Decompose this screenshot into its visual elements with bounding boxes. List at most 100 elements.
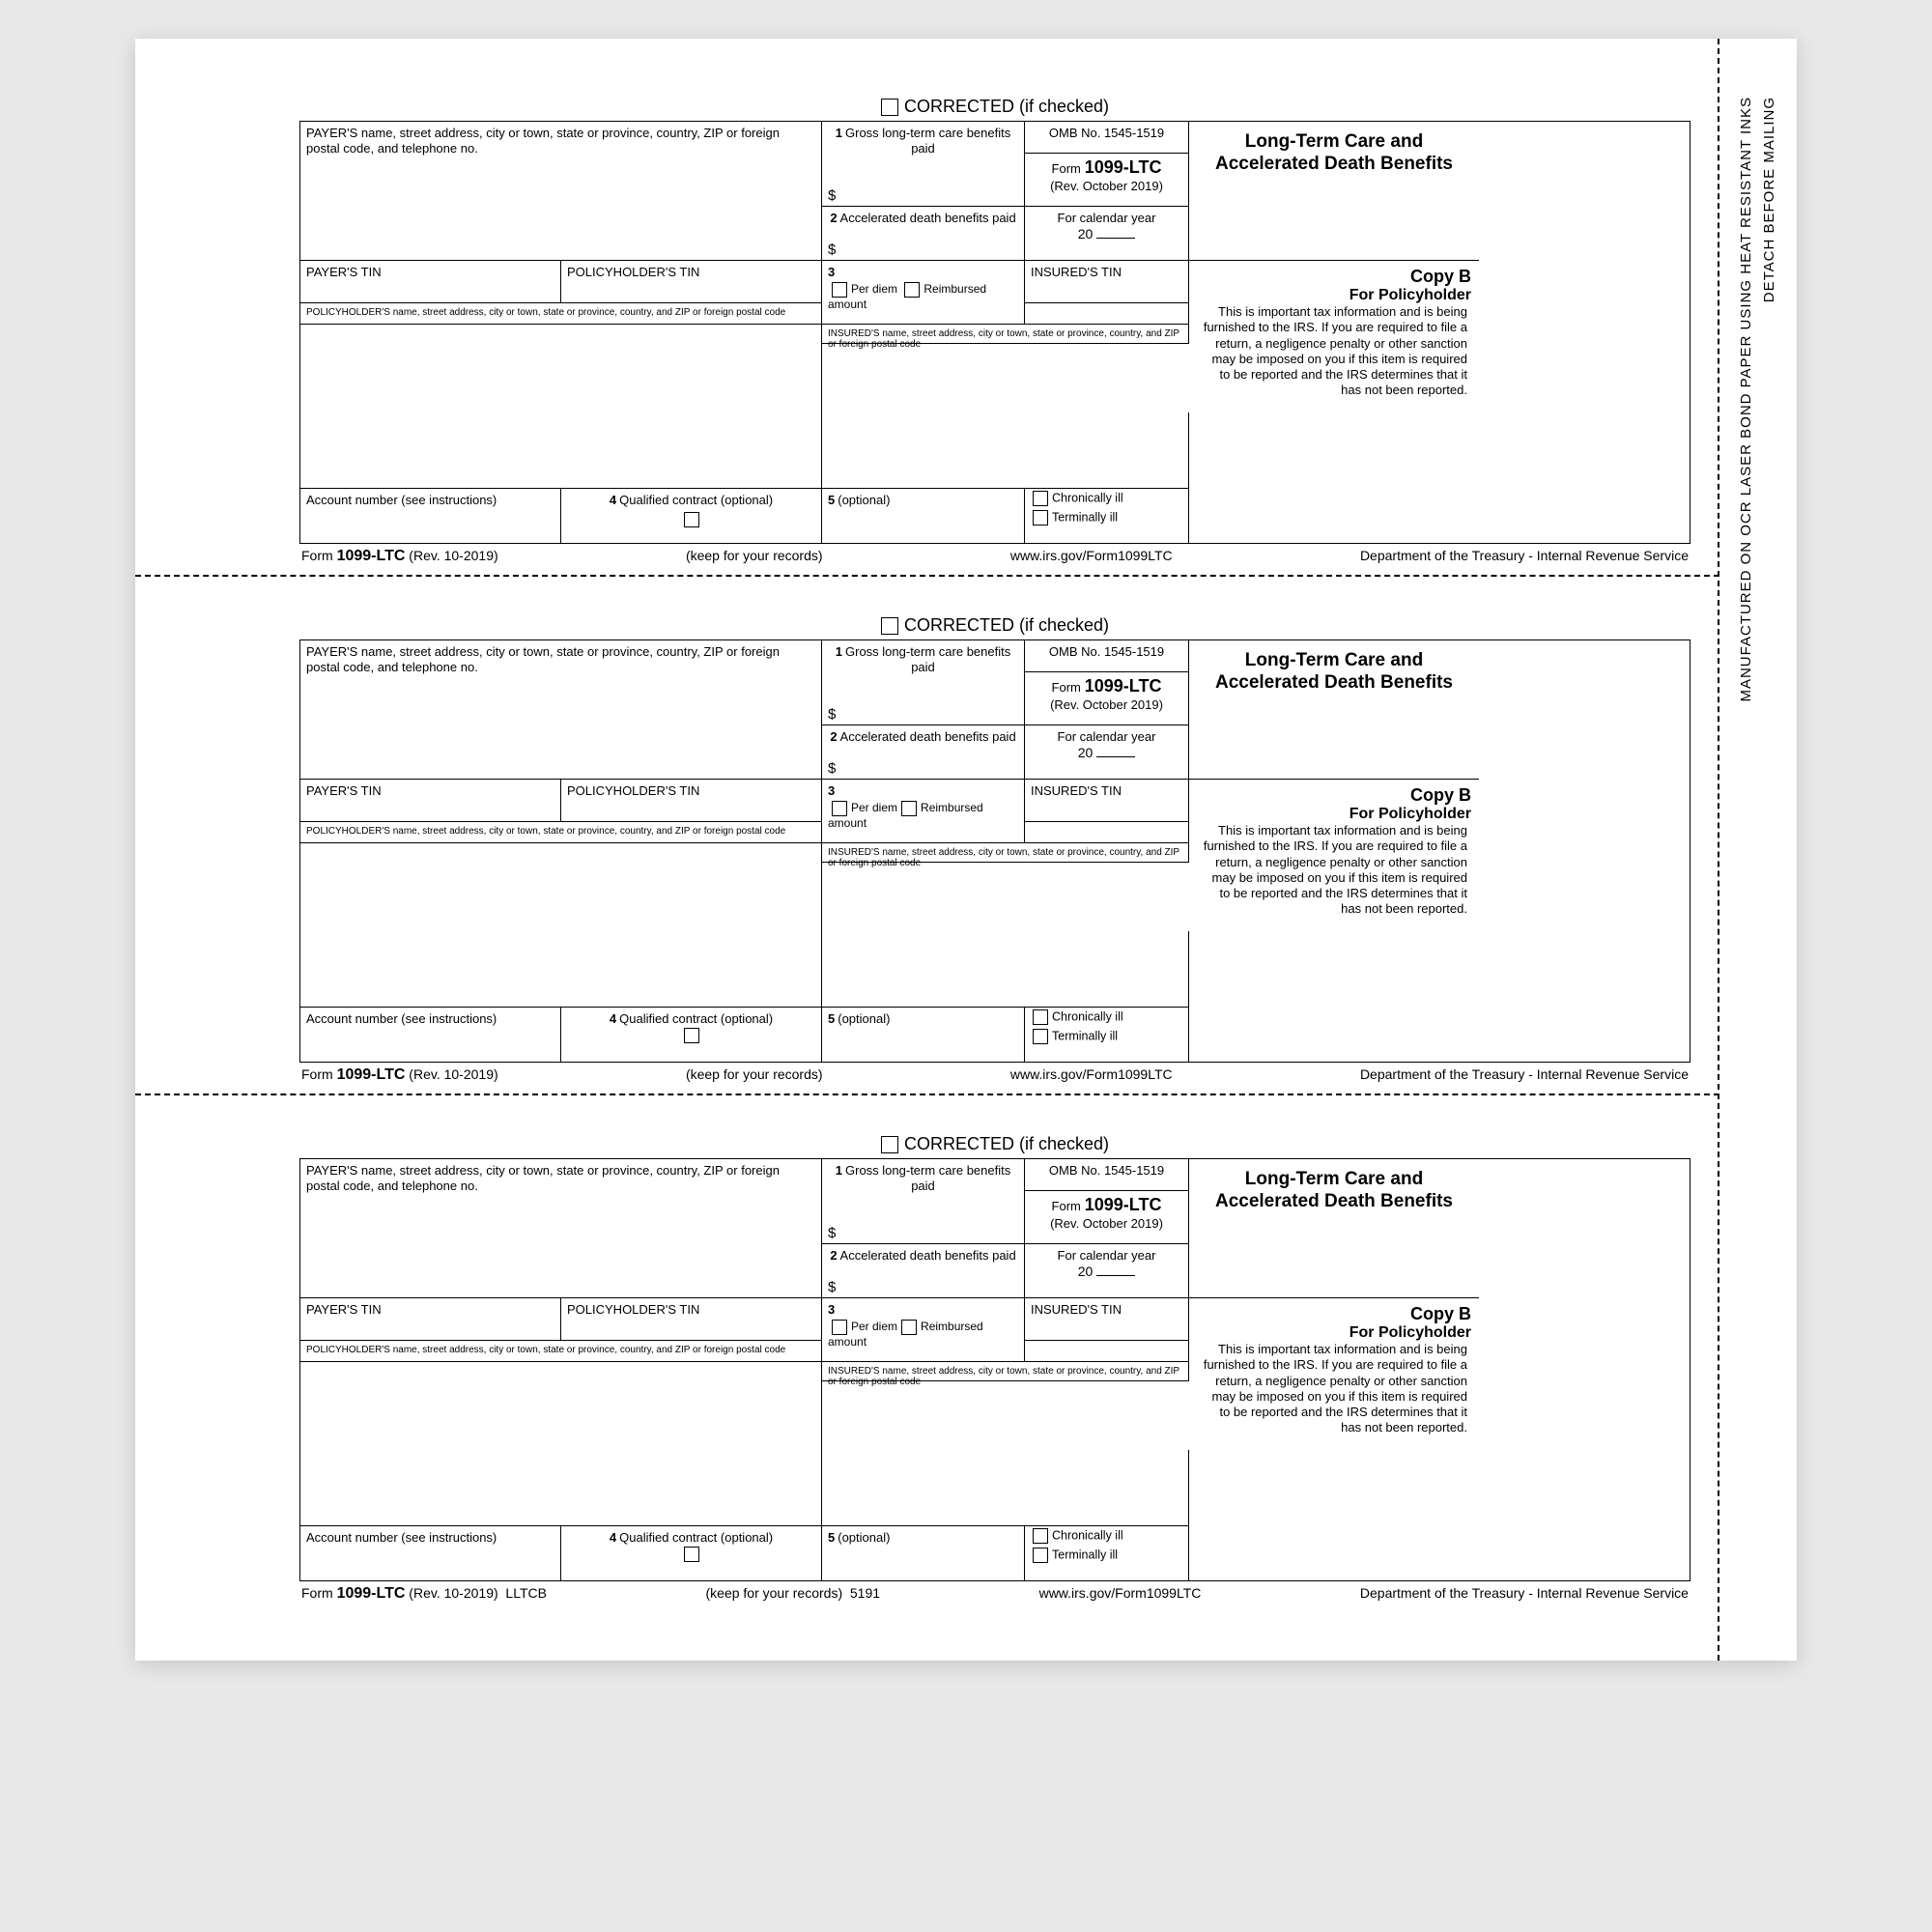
- per-diem-checkbox[interactable]: [832, 282, 847, 298]
- box5-label: (optional): [838, 493, 890, 507]
- box-4-cell[interactable]: 4Qualified contract (optional): [561, 1008, 822, 1062]
- box-2-cell[interactable]: 2Accelerated death benefits paid$: [822, 725, 1025, 780]
- detach-line: [1718, 39, 1719, 1661]
- corrected-checkbox[interactable]: [881, 99, 898, 116]
- box-3-cell[interactable]: 3 Per diem Reimbursed amount: [822, 261, 1025, 325]
- policyholder-tin-cell[interactable]: POLICYHOLDER'S TIN: [561, 261, 822, 303]
- reimbursed-checkbox[interactable]: [904, 282, 920, 298]
- box-4-cell[interactable]: 4Qualified contract (optional): [561, 1526, 822, 1580]
- calendar-year-cell: For calendar year 20: [1025, 207, 1189, 261]
- box-2-cell[interactable]: 2Accelerated death benefits paid $: [822, 207, 1025, 261]
- revision: (Rev. October 2019): [1050, 179, 1163, 193]
- footer-row: Form 1099-LTC (Rev. 10-2019) (keep for y…: [299, 544, 1690, 565]
- payer-name-cell[interactable]: PAYER'S name, street address, city or to…: [300, 1159, 822, 1298]
- account-cell[interactable]: Account number (see instructions): [300, 489, 561, 543]
- footer-rev: (Rev. 10-2019): [409, 548, 497, 563]
- payer-name-cell[interactable]: PAYER'S name, street address, city or to…: [300, 640, 822, 780]
- policyholder-name-body[interactable]: [300, 1362, 822, 1526]
- terminally-checkbox[interactable]: [1033, 1029, 1048, 1044]
- chronically-checkbox[interactable]: [1033, 1009, 1048, 1025]
- box-2-cell[interactable]: 2Accelerated death benefits paid$: [822, 1244, 1025, 1298]
- payer-name-cell[interactable]: PAYER'S name, street address, city or to…: [300, 122, 822, 261]
- reimbursed-checkbox[interactable]: [901, 1320, 917, 1335]
- tax-form-page: DETACH BEFORE MAILING MANUFACTURED ON OC…: [135, 39, 1797, 1661]
- separator-1: [135, 575, 1719, 577]
- policyholder-name-body[interactable]: [300, 843, 822, 1008]
- qualified-checkbox[interactable]: [684, 1028, 699, 1043]
- per-diem-checkbox[interactable]: [832, 1320, 847, 1335]
- payer-tin-label: PAYER'S TIN: [306, 265, 554, 280]
- chronically-checkbox[interactable]: [1033, 491, 1048, 506]
- corrected-label: CORRECTED (if checked): [904, 97, 1109, 116]
- separator-2: [135, 1094, 1719, 1095]
- payer-tin-cell[interactable]: PAYER'S TIN: [300, 780, 561, 822]
- box-1-cell[interactable]: 1Gross long-term care benefits paid$: [822, 640, 1025, 725]
- account-cell[interactable]: Account number (see instructions): [300, 1008, 561, 1062]
- copy-b-cell: Copy B For Policyholder This is importan…: [1189, 261, 1479, 543]
- spacer-4-5: [1025, 303, 1189, 325]
- corrected-row: CORRECTED (if checked): [299, 97, 1690, 117]
- form-title: Long-Term Care and Accelerated Death Ben…: [1195, 131, 1473, 176]
- terminally-checkbox[interactable]: [1033, 1548, 1048, 1563]
- footer-lltcb: LLTCB: [505, 1585, 547, 1601]
- footer-form: Form: [301, 548, 333, 563]
- policyholder-name-header: POLICYHOLDER'S name, street address, cit…: [300, 303, 822, 325]
- box1-label: Gross long-term care benefits paid: [845, 126, 1010, 156]
- payer-name-label: PAYER'S name, street address, city or to…: [306, 126, 815, 156]
- insured-tin-label: INSURED'S TIN: [1031, 265, 1182, 280]
- insured-tin-cell[interactable]: INSURED'S TIN: [1025, 261, 1189, 303]
- copy-title: Copy B: [1197, 267, 1471, 287]
- box-5-cell[interactable]: 5(optional): [822, 1008, 1025, 1062]
- insured-name-header: INSURED'S name, street address, city or …: [822, 325, 1189, 344]
- box-3-cell[interactable]: 3Per diemReimbursed amount: [822, 780, 1025, 843]
- corrected-checkbox[interactable]: [881, 617, 898, 635]
- corrected-checkbox[interactable]: [881, 1136, 898, 1153]
- calendar-prefix: 20: [1078, 226, 1094, 242]
- omb-cell: OMB No. 1545-1519: [1025, 122, 1189, 154]
- dollar-sign-2: $: [828, 242, 836, 258]
- policyholder-tin-cell[interactable]: POLICYHOLDER'S TIN: [561, 1298, 822, 1341]
- footer-form-num: 1099-LTC: [337, 548, 406, 564]
- side-text-detach: DETACH BEFORE MAILING: [1761, 97, 1777, 302]
- omb-label: OMB No. 1545-1519: [1031, 126, 1182, 141]
- insured-name-body[interactable]: [822, 412, 1189, 490]
- calendar-label: For calendar year: [1031, 211, 1182, 226]
- dollar-sign: $: [828, 187, 836, 204]
- box-3-cell[interactable]: 3Per diemReimbursed amount: [822, 1298, 1025, 1362]
- chronically-label: Chronically ill: [1052, 491, 1123, 504]
- payer-tin-cell[interactable]: PAYER'S TIN: [300, 261, 561, 303]
- box-5-cell[interactable]: 5(optional): [822, 489, 1025, 543]
- box2-label: Accelerated death benefits paid: [840, 211, 1016, 225]
- per-diem-checkbox[interactable]: [832, 801, 847, 816]
- qualified-checkbox[interactable]: [684, 512, 699, 527]
- insured-name-label: INSURED'S name, street address, city or …: [828, 328, 1182, 350]
- insured-name-body[interactable]: [822, 1450, 1189, 1527]
- policyholder-name-label: POLICYHOLDER'S name, street address, cit…: [306, 307, 815, 318]
- form-copy-1: CORRECTED (if checked) PAYER'S name, str…: [135, 97, 1797, 565]
- policyholder-tin-label: POLICYHOLDER'S TIN: [567, 265, 815, 280]
- form-number-cell: Form 1099-LTC (Rev. October 2019): [1025, 154, 1189, 207]
- box-5-cell[interactable]: 5(optional): [822, 1526, 1025, 1580]
- reimbursed-checkbox[interactable]: [901, 801, 917, 816]
- chronically-checkbox[interactable]: [1033, 1528, 1048, 1544]
- box-1-cell[interactable]: 1Gross long-term care benefits paid$: [822, 1159, 1025, 1244]
- insured-name-body[interactable]: [822, 931, 1189, 1009]
- box-1-cell[interactable]: 1Gross long-term care benefits paid $: [822, 122, 1025, 207]
- account-cell[interactable]: Account number (see instructions): [300, 1526, 561, 1580]
- terminally-checkbox[interactable]: [1033, 510, 1048, 526]
- box4-label: Qualified contract (optional): [619, 493, 773, 507]
- insured-tin-cell[interactable]: INSURED'S TIN: [1025, 780, 1189, 822]
- side-text-manufactured: MANUFACTURED ON OCR LASER BOND PAPER USI…: [1738, 97, 1754, 702]
- insured-tin-cell[interactable]: INSURED'S TIN: [1025, 1298, 1189, 1341]
- illness-cell: Chronically ill Terminally ill: [1025, 489, 1189, 543]
- form-table: PAYER'S name, street address, city or to…: [299, 121, 1690, 544]
- footer-keep: (keep for your records): [686, 548, 823, 565]
- payer-tin-cell[interactable]: PAYER'S TIN: [300, 1298, 561, 1341]
- year-blank[interactable]: [1096, 238, 1135, 239]
- account-label: Account number (see instructions): [306, 493, 554, 508]
- qualified-checkbox[interactable]: [684, 1547, 699, 1562]
- policyholder-tin-cell[interactable]: POLICYHOLDER'S TIN: [561, 780, 822, 822]
- box-4-cell[interactable]: 4Qualified contract (optional): [561, 489, 822, 543]
- copy-text: This is important tax information and is…: [1197, 304, 1471, 399]
- policyholder-name-body[interactable]: [300, 325, 822, 489]
